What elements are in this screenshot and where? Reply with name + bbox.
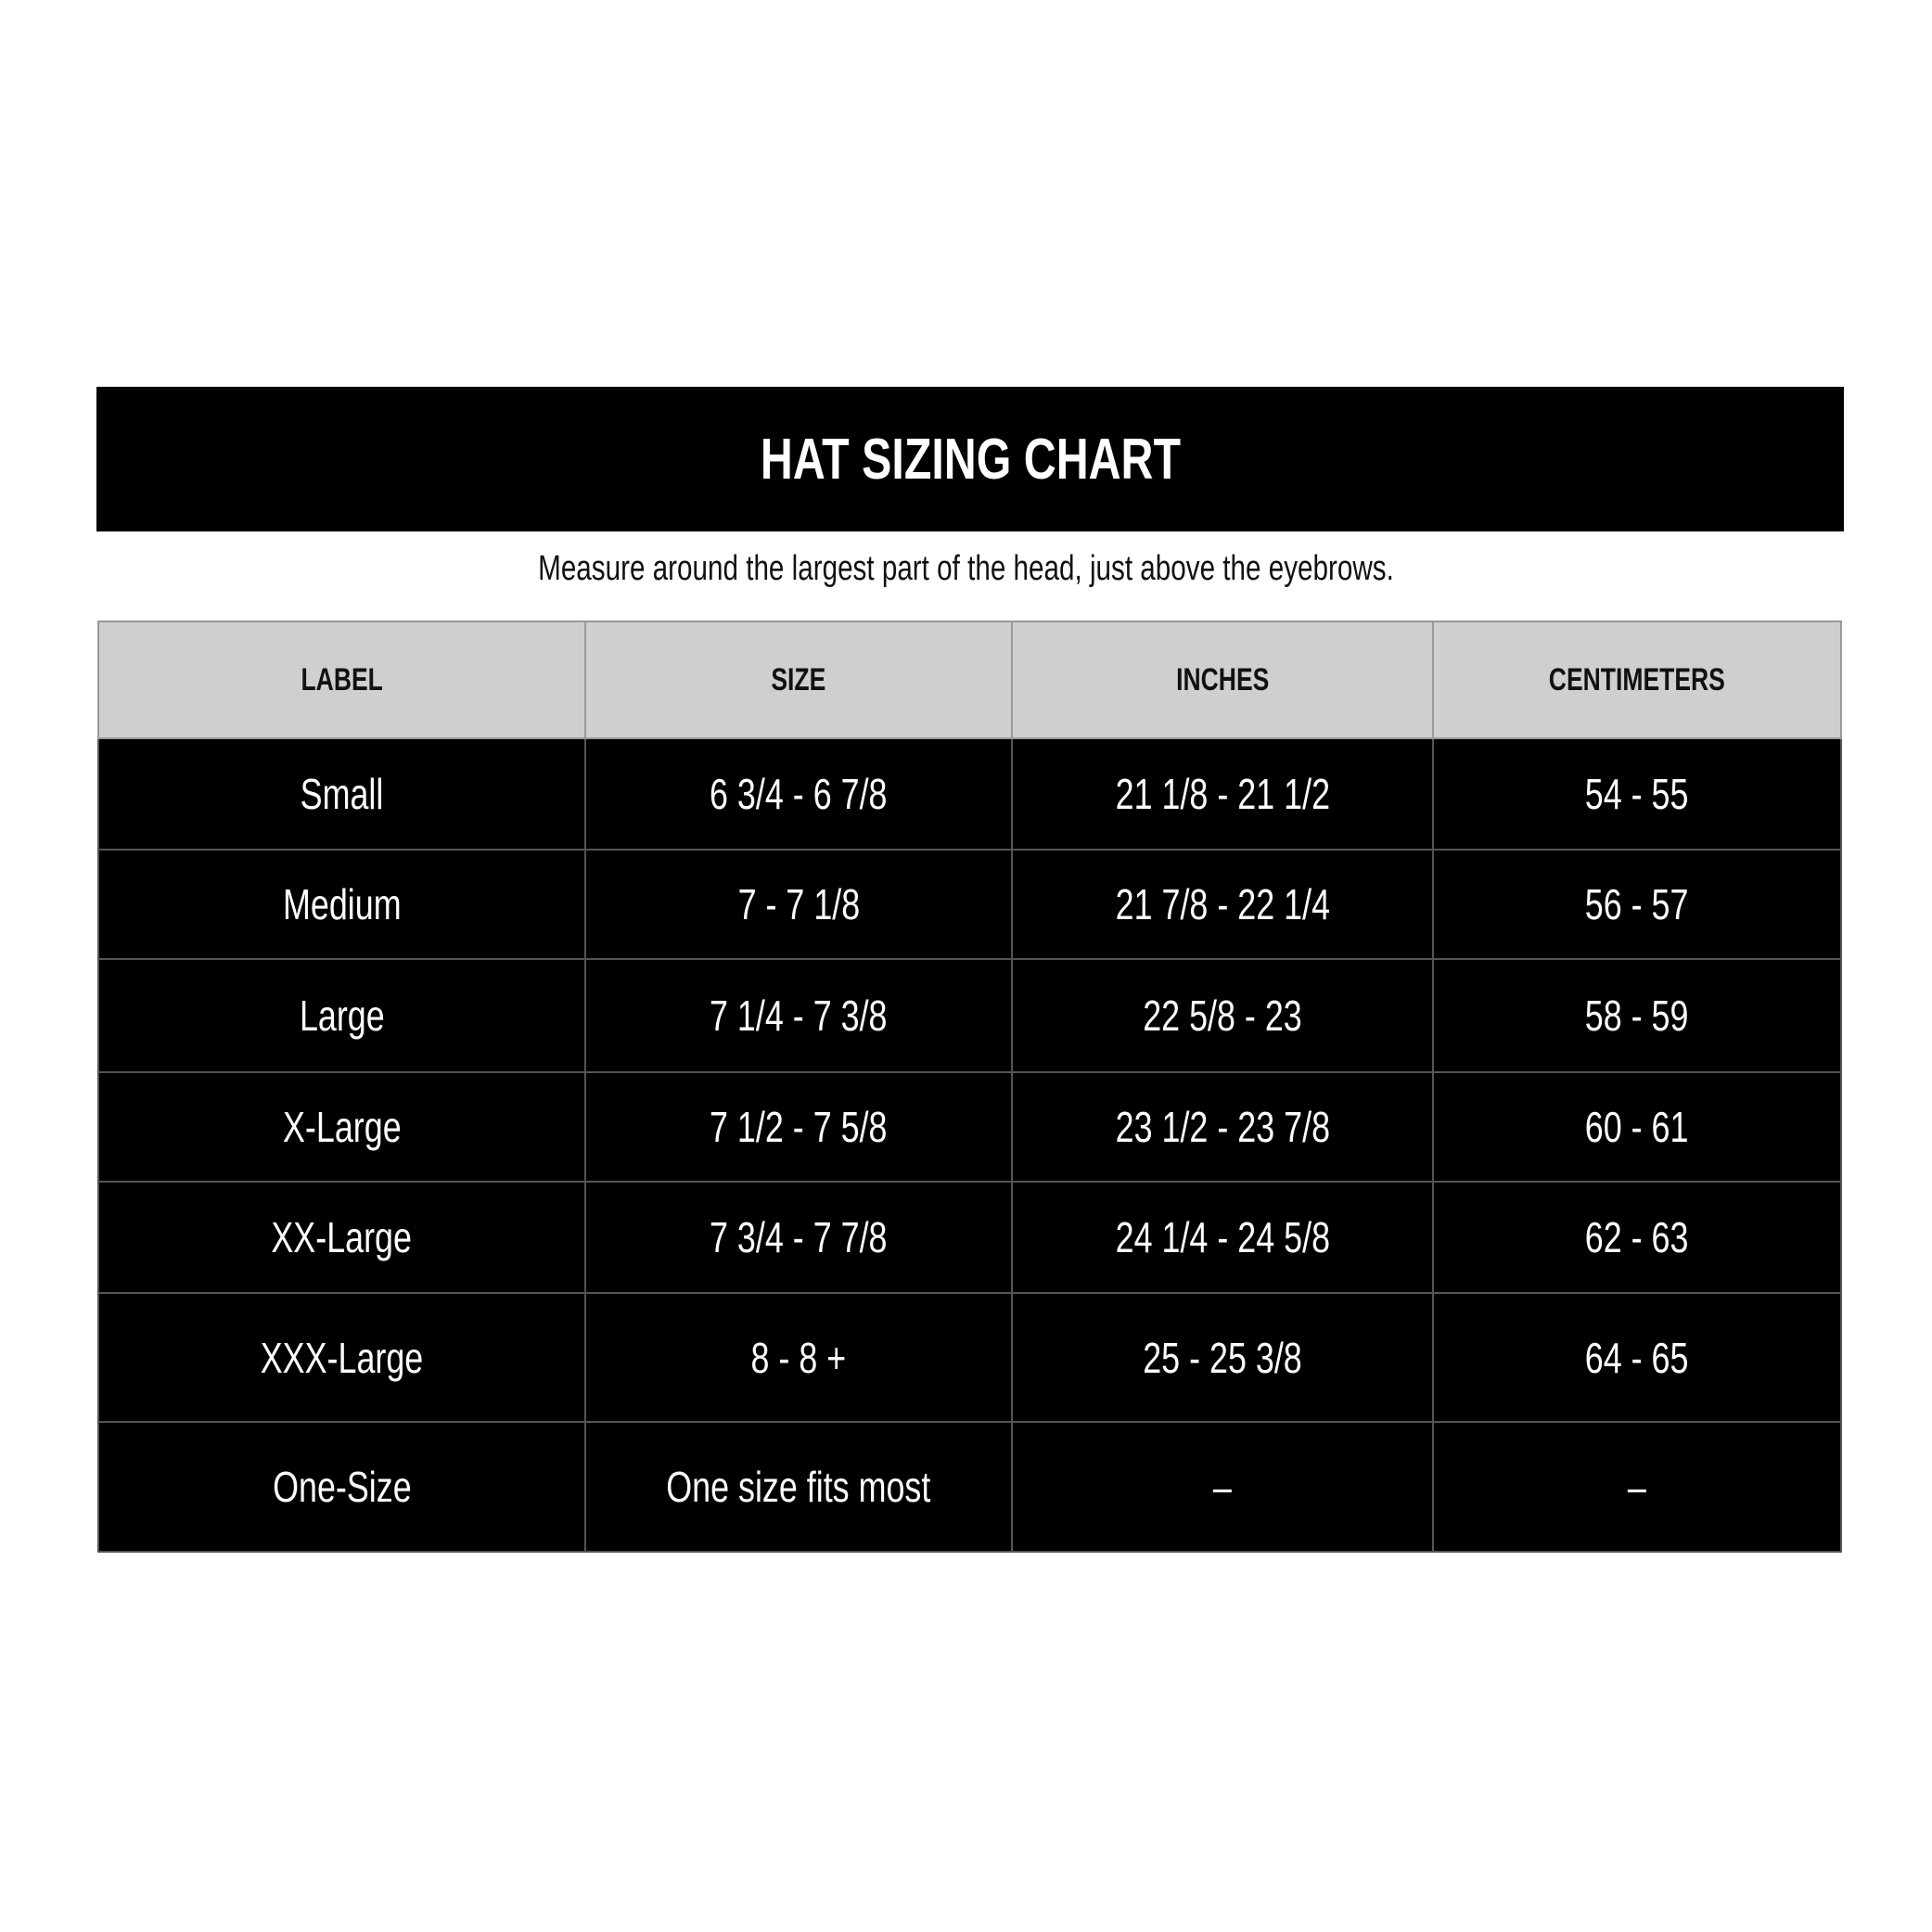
cell-label: Medium <box>97 849 586 960</box>
cell-centimeters: 54 - 55 <box>1432 737 1842 851</box>
cell-centimeters: 56 - 57 <box>1432 849 1842 960</box>
table-row: XX-Large 7 3/4 - 7 7/8 24 1/4 - 24 5/8 62 -… <box>97 1181 1842 1294</box>
cell-label: X-Large <box>97 1071 586 1183</box>
cell-size: 8 - 8 + <box>584 1292 1013 1423</box>
cell-text: 64 - 65 <box>1585 1333 1689 1382</box>
cell-text: One size fits most <box>666 1463 931 1511</box>
cell-centimeters: 58 - 59 <box>1432 958 1842 1073</box>
column-header-label: LABEL <box>97 621 586 739</box>
cell-text: 6 3/4 - 6 7/8 <box>710 770 888 818</box>
cell-text: 56 - 57 <box>1585 880 1689 928</box>
cell-inches: 21 7/8 - 22 1/4 <box>1011 849 1434 960</box>
cell-size: 7 - 7 1/8 <box>584 849 1013 960</box>
cell-inches: 25 - 25 3/8 <box>1011 1292 1434 1423</box>
cell-size: 7 1/4 - 7 3/8 <box>584 958 1013 1073</box>
chart-title-bar: HAT SIZING CHART <box>96 387 1844 531</box>
cell-text: 60 - 61 <box>1585 1103 1689 1151</box>
cell-text: 7 - 7 1/8 <box>737 880 860 928</box>
cell-inches: – <box>1011 1421 1434 1553</box>
cell-text: 25 - 25 3/8 <box>1143 1333 1302 1382</box>
column-header-centimeters: CENTIMETERS <box>1432 621 1842 739</box>
cell-size: 7 1/2 - 7 5/8 <box>584 1071 1013 1183</box>
subtitle-text: Measure around the largest part of the h… <box>538 549 1394 588</box>
column-header-size: SIZE <box>584 621 1013 739</box>
table-row: Medium 7 - 7 1/8 21 7/8 - 22 1/4 56 - 57 <box>97 849 1842 960</box>
table-row: Large 7 1/4 - 7 3/8 22 5/8 - 23 58 - 59 <box>97 958 1842 1073</box>
chart-title: HAT SIZING CHART <box>760 427 1181 492</box>
cell-text: – <box>1628 1463 1646 1511</box>
cell-label: Small <box>97 737 586 851</box>
cell-text: 24 1/4 - 24 5/8 <box>1115 1213 1330 1261</box>
cell-text: Small <box>300 770 384 818</box>
cell-text: Medium <box>282 880 402 928</box>
table-row: XXX-Large 8 - 8 + 25 - 25 3/8 64 - 65 <box>97 1292 1842 1423</box>
column-header-inches: INCHES <box>1011 621 1434 739</box>
cell-label: Large <box>97 958 586 1073</box>
cell-text: 21 7/8 - 22 1/4 <box>1115 880 1330 928</box>
cell-label: XXX-Large <box>97 1292 586 1423</box>
cell-size: One size fits most <box>584 1421 1013 1553</box>
cell-text: 7 3/4 - 7 7/8 <box>710 1213 888 1261</box>
cell-centimeters: – <box>1432 1421 1842 1553</box>
cell-label: XX-Large <box>97 1181 586 1294</box>
cell-text: 8 - 8 + <box>750 1333 847 1382</box>
table-row: One-Size One size fits most – – <box>97 1421 1842 1553</box>
cell-text: X-Large <box>282 1103 402 1151</box>
header-row: LABEL SIZE INCHES CENTIMETERS <box>97 621 1842 739</box>
cell-inches: 23 1/2 - 23 7/8 <box>1011 1071 1434 1183</box>
header-text: CENTIMETERS <box>1548 661 1726 697</box>
cell-label: One-Size <box>97 1421 586 1553</box>
cell-text: 23 1/2 - 23 7/8 <box>1115 1103 1330 1151</box>
cell-text: 22 5/8 - 23 <box>1143 992 1302 1040</box>
cell-centimeters: 60 - 61 <box>1432 1071 1842 1183</box>
header-text: LABEL <box>301 661 383 697</box>
cell-text: Large <box>299 992 385 1040</box>
size-table: LABEL SIZE INCHES CENTIMETERS Small 6 3/4… <box>97 621 1842 1553</box>
cell-inches: 22 5/8 - 23 <box>1011 958 1434 1073</box>
cell-text: XXX-Large <box>260 1333 424 1382</box>
header-text: SIZE <box>771 661 826 697</box>
cell-text: XX-Large <box>271 1213 413 1261</box>
cell-text: – <box>1213 1463 1232 1511</box>
cell-size: 7 3/4 - 7 7/8 <box>584 1181 1013 1294</box>
cell-centimeters: 64 - 65 <box>1432 1292 1842 1423</box>
table-row: X-Large 7 1/2 - 7 5/8 23 1/2 - 23 7/8 60 - … <box>97 1071 1842 1183</box>
cell-text: 62 - 63 <box>1585 1213 1689 1261</box>
table-row: Small 6 3/4 - 6 7/8 21 1/8 - 21 1/2 54 - 55 <box>97 737 1842 851</box>
cell-inches: 21 1/8 - 21 1/2 <box>1011 737 1434 851</box>
cell-inches: 24 1/4 - 24 5/8 <box>1011 1181 1434 1294</box>
cell-text: 58 - 59 <box>1585 992 1689 1040</box>
cell-text: 7 1/2 - 7 5/8 <box>710 1103 888 1151</box>
cell-size: 6 3/4 - 6 7/8 <box>584 737 1013 851</box>
cell-text: 7 1/4 - 7 3/8 <box>710 992 888 1040</box>
cell-text: One-Size <box>272 1463 412 1511</box>
measure-instructions: Measure around the largest part of the h… <box>0 549 1932 595</box>
cell-text: 54 - 55 <box>1585 770 1689 818</box>
header-text: INCHES <box>1175 661 1270 697</box>
cell-text: 21 1/8 - 21 1/2 <box>1115 770 1330 818</box>
cell-centimeters: 62 - 63 <box>1432 1181 1842 1294</box>
